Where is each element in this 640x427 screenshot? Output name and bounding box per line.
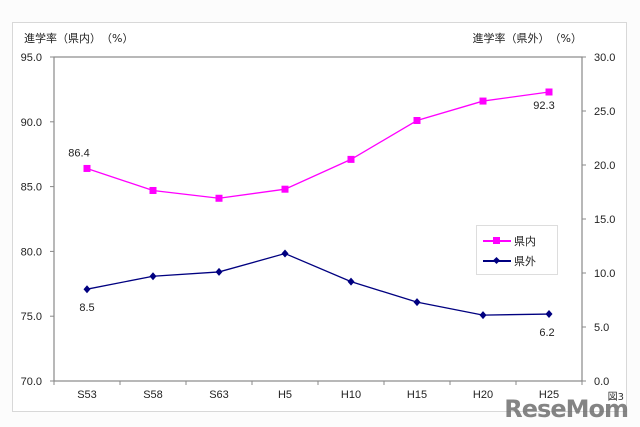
data-point-diamond-marker	[83, 285, 91, 294]
series-kengai: 8.5 6.2	[79, 249, 555, 339]
legend-label-kengai: 県外	[514, 255, 536, 268]
figure-label: 図3	[607, 392, 624, 403]
right-axis-tick-label: 30.0	[594, 52, 615, 64]
x-axis-tick-label: S53	[77, 389, 97, 401]
data-point-diamond-marker	[479, 311, 487, 320]
left-axis-tick-label: 80.0	[21, 246, 42, 258]
magenta-square-marker-icon	[483, 236, 511, 246]
right-axis-tick-label: 5.0	[594, 322, 609, 334]
data-point-diamond-marker	[149, 272, 157, 281]
right-axis-title: 進学率（県外） （%）	[472, 32, 582, 45]
data-label: 92.3	[533, 100, 554, 112]
left-axis-tick-label: 95.0	[21, 52, 42, 64]
right-axis-tick-label: 15.0	[594, 214, 615, 226]
x-axis-ticks: S53 S58 S63 H5 H10 H15 H20 H25	[53, 381, 583, 401]
x-axis-tick-label: H10	[341, 389, 361, 401]
right-axis-tick-label: 20.0	[594, 160, 615, 172]
series-layer: 86.4 92.3 8.5 6.2	[68, 88, 555, 339]
legend-label-kennai: 県内	[514, 235, 536, 248]
right-axis-tick-label: 25.0	[594, 106, 615, 118]
data-point-square-marker	[413, 117, 421, 125]
chart-legend: 県内 県外	[476, 225, 558, 275]
legend-item-kennai: 県内	[483, 231, 551, 251]
data-label: 86.4	[68, 147, 89, 159]
data-point-square-marker	[479, 97, 487, 105]
left-axis-tick-label: 70.0	[21, 376, 42, 388]
data-point-square-marker	[83, 164, 91, 172]
left-axis-title: 進学率（県内） （%）	[24, 32, 134, 45]
x-axis-tick-label: H20	[473, 389, 493, 401]
data-point-square-marker	[281, 185, 289, 193]
plot-area	[53, 56, 583, 382]
x-axis-tick-label: S58	[143, 389, 163, 401]
x-axis-tick-label: H25	[539, 389, 559, 401]
data-point-square-marker	[215, 194, 223, 202]
left-axis-tick-label: 75.0	[21, 311, 42, 323]
data-label: 6.2	[539, 327, 554, 339]
data-point-square-marker	[347, 155, 355, 163]
data-point-square-marker	[545, 88, 553, 96]
data-point-diamond-marker	[215, 267, 223, 276]
series-kennai: 86.4 92.3	[68, 88, 555, 202]
data-point-diamond-marker	[281, 249, 289, 258]
left-axis-tick-label: 90.0	[21, 117, 42, 129]
x-axis-tick-label: H15	[407, 389, 427, 401]
legend-item-kengai: 県外	[483, 251, 551, 271]
data-label: 8.5	[79, 302, 94, 314]
data-point-diamond-marker	[413, 298, 421, 307]
left-axis-tick-label: 85.0	[21, 182, 42, 194]
x-axis-tick-label: H5	[278, 389, 292, 401]
x-axis-tick-label: S63	[209, 389, 229, 401]
data-point-square-marker	[149, 186, 157, 194]
data-point-diamond-marker	[545, 310, 553, 319]
resemom-watermark-logo: ReseMom	[504, 395, 629, 423]
right-axis-ticks: 30.0 25.0 20.0 15.0 10.0 5.0 0.0	[582, 52, 615, 388]
data-point-diamond-marker	[347, 277, 355, 286]
right-axis-tick-label: 0.0	[594, 376, 609, 388]
navy-diamond-marker-icon	[483, 256, 511, 266]
right-axis-tick-label: 10.0	[594, 268, 615, 280]
left-axis-ticks: 95.0 90.0 85.0 80.0 75.0 70.0	[21, 52, 54, 388]
